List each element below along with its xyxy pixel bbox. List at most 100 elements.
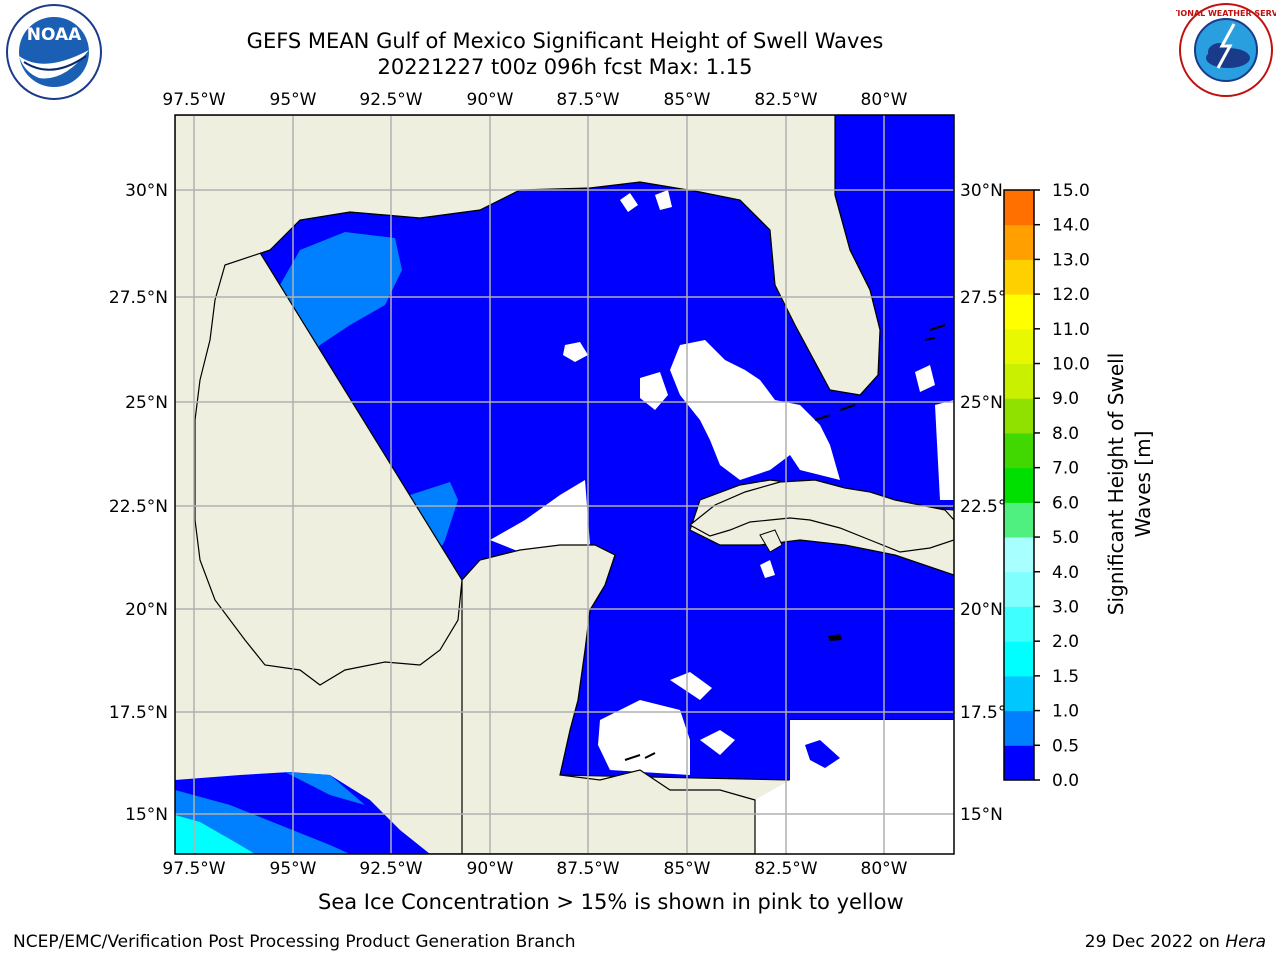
- colorbar-tick-label: 9.0: [1052, 389, 1079, 409]
- colorbar-label-line2: Waves [m]: [1131, 431, 1155, 538]
- lat-tick-label-right: 20°N: [960, 600, 1003, 620]
- colorbar-segment: [1004, 745, 1034, 781]
- lat-tick-label-right: 30°N: [960, 181, 1003, 201]
- graticule: [175, 115, 954, 854]
- swell-patch-south: [805, 740, 840, 768]
- colorbar-segment: [1004, 502, 1034, 538]
- lon-tick-label-bottom: 87.5°W: [556, 859, 619, 879]
- lon-tick-label-bottom: 95°W: [270, 859, 317, 879]
- no-data-patch-6: [490, 480, 590, 552]
- colorbar-tick-label: 14.0: [1052, 216, 1090, 236]
- sea-ice-note: Sea Ice Concentration > 15% is shown in …: [318, 890, 904, 914]
- isle-of-youth: [759, 529, 783, 553]
- no-data-patch-3: [563, 342, 588, 362]
- colorbar-segment: [1004, 363, 1034, 399]
- no-data-patch-2: [640, 372, 668, 410]
- lon-tick-label-top: 92.5°W: [359, 90, 422, 110]
- noaa-logo-text: NOAA: [27, 25, 82, 45]
- footer-date-text: 29 Dec 2022 on: [1084, 932, 1226, 952]
- colorbar-tick-label: 2.0: [1052, 632, 1079, 652]
- colorbar-tick-label: 1.0: [1052, 702, 1079, 722]
- lon-tick-label-bottom: 85°W: [664, 859, 711, 879]
- lon-tick-label-bottom: 90°W: [467, 859, 514, 879]
- colorbar-segment: [1004, 537, 1034, 573]
- pacific-swell-mid-2: [285, 772, 365, 805]
- colorbar-segment: [1004, 571, 1034, 607]
- no-data-patch-13: [755, 720, 954, 854]
- lat-tick-label-left: 22.5°N: [109, 497, 168, 517]
- no-data-patch-4: [620, 193, 638, 212]
- lat-tick-label-left: 17.5°N: [109, 703, 168, 723]
- lat-tick-label-right: 15°N: [960, 805, 1003, 825]
- lat-tick-label-left: 20°N: [125, 600, 168, 620]
- colorbar-tick-label: 12.0: [1052, 285, 1090, 305]
- map-title: GEFS MEAN Gulf of Mexico Significant Hei…: [246, 29, 884, 53]
- no-data-patch-5: [655, 190, 672, 210]
- colorbar-segment: [1004, 259, 1034, 295]
- lon-tick-label-top: 82.5°W: [754, 90, 817, 110]
- colorbar-tick-label: 5.0: [1052, 528, 1079, 548]
- lon-tick-label-bottom: 80°W: [861, 859, 908, 879]
- map-area: [175, 115, 954, 854]
- colorbar-segment: [1004, 224, 1034, 260]
- lat-tick-label-left: 15°N: [125, 805, 168, 825]
- colorbar-tick-label: 13.0: [1052, 250, 1090, 270]
- lon-tick-label-bottom: 82.5°W: [754, 859, 817, 879]
- lon-tick-label-top: 87.5°W: [556, 90, 619, 110]
- colorbar-segment: [1004, 294, 1034, 330]
- colorbar-segment: [1004, 641, 1034, 677]
- colorbar-label-line1: Significant Height of Swell: [1104, 353, 1128, 615]
- cuba-land: [688, 479, 954, 553]
- noaa-logo: NOAA: [6, 4, 102, 100]
- lat-tick-label-right: 25°N: [960, 393, 1003, 413]
- lon-tick-label-top: 80°W: [861, 90, 908, 110]
- colorbar-segment: [1004, 606, 1034, 642]
- colorbar-segment: [1004, 675, 1034, 712]
- no-data-patch-7: [915, 365, 935, 392]
- no-data-patch-8: [598, 700, 690, 775]
- honduras-bay-islands: [624, 752, 656, 761]
- colorbar-segment: [1004, 328, 1034, 365]
- colorbar-segment: [1004, 398, 1034, 434]
- colorbar-tick-label: 3.0: [1052, 597, 1079, 617]
- colorbar-tick-label: 4.0: [1052, 563, 1079, 583]
- footer-credit: NCEP/EMC/Verification Post Processing Pr…: [13, 932, 576, 952]
- colorbar: 0.0 0.5 1.0 1.5 2.0 3.0 4.0 5.0 6.0 7.0 8.0 9.0 10.0…: [1003, 181, 1090, 791]
- colorbar-tick-label: 10.0: [1052, 355, 1090, 375]
- no-data-patch-1: [670, 340, 840, 480]
- lat-tick-label-left: 27.5°N: [109, 288, 168, 308]
- colorbar-tick-label: 0.0: [1052, 771, 1079, 791]
- colorbar-segment: [1004, 710, 1034, 746]
- colorbar-segment: [1004, 467, 1034, 503]
- colorbar-tick-label: 11.0: [1052, 320, 1090, 340]
- colorbar-tick-label: 7.0: [1052, 459, 1079, 479]
- lon-tick-label-bottom: 97.5°W: [162, 859, 225, 879]
- colorbar-segment: [1004, 432, 1034, 469]
- no-data-patch-9: [670, 672, 712, 700]
- colorbar-segment: [1004, 190, 1034, 226]
- jamaica-island: [828, 634, 842, 641]
- map-subtitle: 20221227 t00z 096h fcst Max: 1.15: [377, 55, 753, 79]
- footer-date: 29 Dec 2022 on Hera: [1085, 932, 1266, 952]
- colorbar-tick-label: 6.0: [1052, 493, 1079, 513]
- footer-host: Hera: [1225, 932, 1266, 952]
- colorbar-tick-label: 0.5: [1052, 736, 1079, 756]
- colorbar-frame: [1003, 189, 1035, 781]
- lon-tick-label-bottom: 92.5°W: [359, 859, 422, 879]
- lon-tick-label-top: 97.5°W: [162, 90, 225, 110]
- lon-tick-label-top: 90°W: [467, 90, 514, 110]
- lon-tick-label-top: 95°W: [270, 90, 317, 110]
- pacific-swell-high: [175, 815, 255, 854]
- no-data-patch-12: [935, 400, 954, 500]
- nws-logo: NATIONAL WEATHER SERVICE: [1176, 3, 1276, 97]
- mexico-land: [175, 115, 881, 854]
- bahamas-islands: [814, 324, 946, 421]
- lon-tick-label-top: 85°W: [664, 90, 711, 110]
- colorbar-tick-label: 8.0: [1052, 424, 1079, 444]
- lat-tick-label-left: 30°N: [125, 181, 168, 201]
- no-data-patch-10: [700, 730, 735, 755]
- colorbar-tick-label: 1.5: [1052, 667, 1079, 687]
- no-data-patch-11: [760, 560, 775, 578]
- nws-logo-text: NATIONAL WEATHER SERVICE: [1176, 9, 1276, 18]
